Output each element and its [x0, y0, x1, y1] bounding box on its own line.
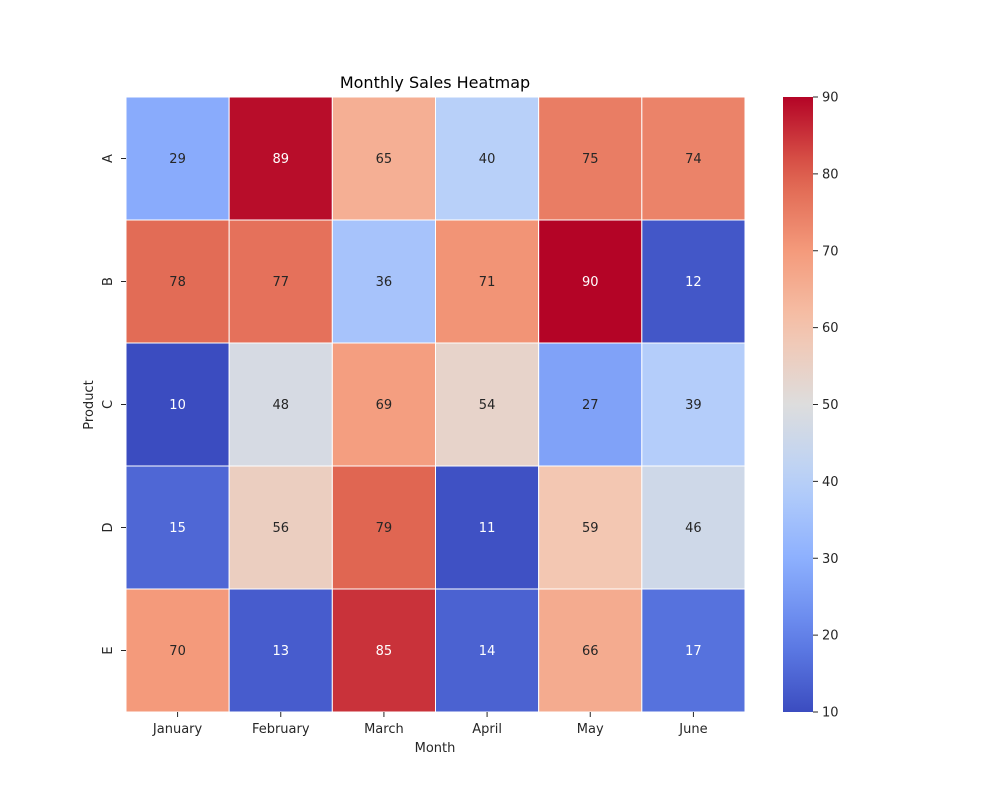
y-axis-title: Product	[82, 380, 97, 429]
colorbar-tick-label: 10	[822, 706, 839, 721]
heatmap-cell-C-January	[125, 342, 230, 467]
x-axis: January February March April May June	[152, 712, 708, 737]
x-tick-label: March	[364, 722, 404, 737]
cell-value-label: 11	[479, 521, 496, 536]
x-tick-label: May	[577, 722, 604, 737]
x-axis-title: Month	[415, 741, 456, 756]
y-tick-label: A	[101, 154, 116, 163]
colorbar-tick-label: 80	[822, 167, 839, 182]
heatmap-cell-C-May	[538, 342, 643, 467]
heatmap-cell-E-June	[641, 588, 746, 713]
cell-value-label: 40	[479, 152, 496, 167]
heatmap-cell-A-February	[228, 96, 333, 221]
cell-value-label: 29	[169, 152, 186, 167]
cell-value-label: 71	[479, 275, 496, 290]
heatmap-cell-D-February	[228, 465, 333, 590]
cell-value-label: 78	[169, 275, 186, 290]
x-tick-label: June	[678, 722, 707, 737]
heatmap-cell-A-April	[435, 96, 540, 221]
cell-value-label: 89	[272, 152, 289, 167]
cell-value-label: 69	[376, 398, 393, 413]
x-tick-label: February	[252, 722, 310, 737]
colorbar-gradient	[783, 97, 813, 712]
cell-value-label: 65	[376, 152, 393, 167]
heatmap-cell-B-April	[435, 219, 540, 344]
heatmap-cell-A-January	[125, 96, 230, 221]
colorbar-tick-label: 20	[822, 629, 839, 644]
heatmap-cell-A-May	[538, 96, 643, 221]
heatmap-cell-C-February	[228, 342, 333, 467]
cell-value-label: 13	[272, 644, 289, 659]
cell-value-label: 54	[479, 398, 496, 413]
heatmap-cell-A-June	[641, 96, 746, 221]
chart-title: Monthly Sales Heatmap	[340, 73, 530, 92]
cell-value-label: 46	[685, 521, 702, 536]
heatmap-cells: 29 89 65 40 75 74 78 77 36 71 90 12 10 48 69 54 27 39 15 56…	[125, 96, 746, 713]
cell-value-label: 85	[376, 644, 393, 659]
heatmap-cell-E-March	[331, 588, 437, 713]
heatmap-cell-D-April	[435, 465, 540, 590]
heatmap-cell-E-January	[125, 588, 230, 713]
heatmap-cell-E-May	[538, 588, 643, 713]
cell-value-label: 79	[376, 521, 393, 536]
y-tick-label: B	[101, 277, 116, 286]
x-tick-label: January	[152, 722, 203, 737]
cell-value-label: 39	[685, 398, 702, 413]
colorbar-tick-label: 60	[822, 321, 839, 336]
heatmap-cell-B-June	[641, 219, 746, 344]
cell-value-label: 14	[479, 644, 496, 659]
heatmap-cell-D-March	[331, 465, 437, 590]
heatmap-cell-D-June	[641, 465, 746, 590]
colorbar-tick-label: 70	[822, 244, 839, 259]
cell-value-label: 74	[685, 152, 702, 167]
heatmap-cell-C-April	[435, 342, 540, 467]
y-axis: A B C D E	[101, 154, 126, 655]
colorbar-tick-label: 30	[822, 552, 839, 567]
cell-value-label: 12	[685, 275, 702, 290]
cell-value-label: 27	[582, 398, 599, 413]
cell-value-label: 56	[272, 521, 289, 536]
heatmap-cell-D-May	[538, 465, 643, 590]
colorbar-tick-label: 50	[822, 398, 839, 413]
y-tick-label: C	[101, 400, 116, 409]
heatmap-cell-D-January	[125, 465, 230, 590]
cell-value-label: 77	[272, 275, 289, 290]
cell-value-label: 66	[582, 644, 599, 659]
cell-value-label: 17	[685, 644, 702, 659]
cell-value-label: 15	[169, 521, 186, 536]
colorbar-tick-label: 40	[822, 475, 839, 490]
cell-value-label: 59	[582, 521, 599, 536]
cell-value-label: 90	[582, 275, 599, 290]
cell-value-label: 48	[272, 398, 289, 413]
x-tick-label: April	[472, 722, 502, 737]
heatmap-cell-E-April	[435, 588, 540, 713]
y-tick-label: E	[101, 646, 116, 654]
y-tick-label: D	[101, 522, 116, 532]
heatmap-cell-B-February	[228, 219, 333, 344]
cell-value-label: 75	[582, 152, 599, 167]
cell-value-label: 36	[376, 275, 393, 290]
heatmap-cell-C-March	[331, 342, 437, 467]
colorbar: 10 20 30 40 50 60 70 80 90	[783, 91, 839, 721]
heatmap-cell-C-June	[641, 342, 746, 467]
cell-value-label: 10	[169, 398, 186, 413]
heatmap-cell-A-March	[331, 96, 437, 221]
cell-value-label: 70	[169, 644, 186, 659]
colorbar-tick-label: 90	[822, 91, 839, 106]
